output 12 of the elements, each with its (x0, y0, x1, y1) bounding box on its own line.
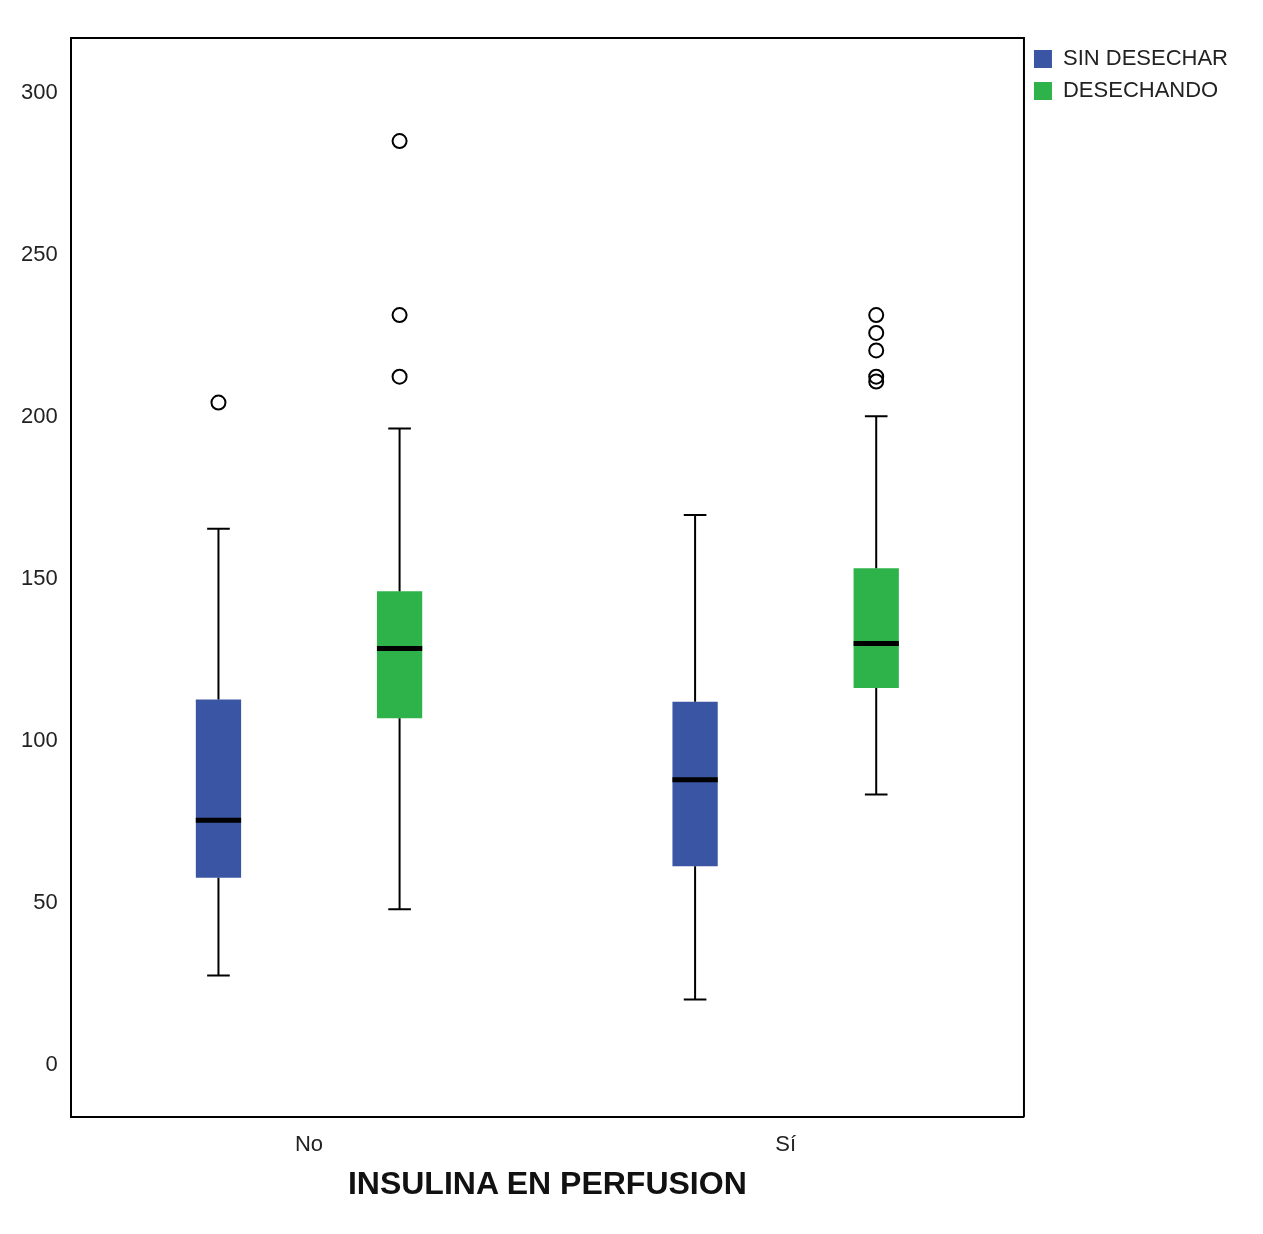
y-tick-label: 50 (33, 889, 58, 915)
y-tick-label: 150 (20, 565, 58, 591)
x-tick-label: Sí (775, 1131, 797, 1157)
y-tick-label: 200 (20, 403, 58, 429)
x-axis-title: INSULINA EN PERFUSION (347, 1164, 747, 1201)
x-tick-label: No (294, 1131, 324, 1157)
y-tick-label: 300 (20, 79, 58, 105)
legend-label: SIN DESECHAR (1062, 45, 1229, 71)
y-tick-label: 250 (20, 241, 58, 267)
legend-label: DESECHANDO (1062, 77, 1219, 103)
y-tick-label: 0 (45, 1051, 58, 1077)
y-tick-label: 100 (20, 727, 58, 753)
